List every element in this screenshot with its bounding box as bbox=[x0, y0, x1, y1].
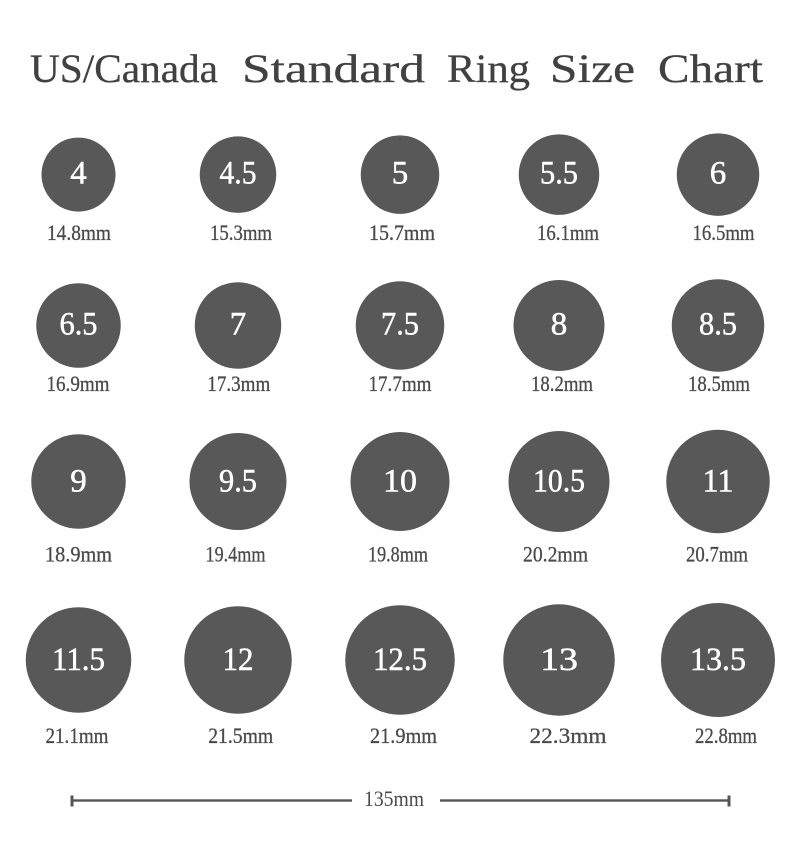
svg-text:11: 11 bbox=[703, 464, 734, 500]
svg-text:21.1mm: 21.1mm bbox=[46, 723, 109, 748]
svg-text:4.5: 4.5 bbox=[220, 156, 257, 192]
svg-text:18.2mm: 18.2mm bbox=[531, 371, 593, 396]
svg-text:6.5: 6.5 bbox=[60, 307, 98, 343]
svg-text:17.3mm: 17.3mm bbox=[207, 371, 270, 396]
svg-text:14.8mm: 14.8mm bbox=[47, 220, 111, 245]
svg-text:21.9mm: 21.9mm bbox=[370, 723, 437, 748]
svg-text:20.2mm: 20.2mm bbox=[523, 542, 588, 567]
svg-text:18.5mm: 18.5mm bbox=[688, 371, 750, 396]
svg-text:22.8mm: 22.8mm bbox=[695, 723, 757, 748]
svg-text:5.5: 5.5 bbox=[540, 156, 578, 192]
svg-text:Ring: Ring bbox=[447, 46, 530, 91]
svg-text:13: 13 bbox=[540, 642, 578, 678]
svg-text:16.5mm: 16.5mm bbox=[693, 220, 755, 245]
svg-text:12.5: 12.5 bbox=[373, 642, 427, 678]
svg-text:19.8mm: 19.8mm bbox=[368, 542, 428, 567]
svg-text:5: 5 bbox=[392, 156, 409, 192]
svg-text:16.9mm: 16.9mm bbox=[47, 371, 110, 396]
svg-text:10.5: 10.5 bbox=[533, 464, 585, 500]
svg-text:US/Canada: US/Canada bbox=[30, 46, 218, 91]
svg-text:13.5: 13.5 bbox=[690, 642, 746, 678]
svg-text:Standard: Standard bbox=[242, 46, 425, 91]
svg-text:9: 9 bbox=[70, 464, 87, 500]
svg-text:21.5mm: 21.5mm bbox=[208, 723, 273, 748]
svg-text:20.7mm: 20.7mm bbox=[686, 542, 748, 567]
svg-text:19.4mm: 19.4mm bbox=[206, 542, 266, 567]
svg-text:9.5: 9.5 bbox=[219, 464, 257, 500]
svg-text:18.9mm: 18.9mm bbox=[45, 542, 112, 567]
svg-text:15.3mm: 15.3mm bbox=[210, 220, 272, 245]
svg-text:Size: Size bbox=[550, 46, 635, 91]
svg-text:11.5: 11.5 bbox=[52, 642, 105, 678]
svg-text:10: 10 bbox=[383, 464, 417, 500]
svg-text:15.7mm: 15.7mm bbox=[369, 220, 435, 245]
svg-text:6: 6 bbox=[710, 156, 727, 192]
svg-text:7: 7 bbox=[230, 307, 247, 343]
svg-text:16.1mm: 16.1mm bbox=[537, 220, 599, 245]
svg-text:7.5: 7.5 bbox=[381, 307, 419, 343]
svg-text:8.5: 8.5 bbox=[699, 307, 737, 343]
svg-text:Chart: Chart bbox=[658, 46, 763, 91]
svg-text:8: 8 bbox=[551, 307, 568, 343]
svg-text:22.3mm: 22.3mm bbox=[530, 723, 607, 748]
svg-text:4: 4 bbox=[70, 156, 87, 192]
svg-text:17.7mm: 17.7mm bbox=[369, 371, 432, 396]
svg-text:135mm: 135mm bbox=[364, 786, 424, 811]
svg-text:12: 12 bbox=[223, 642, 254, 678]
